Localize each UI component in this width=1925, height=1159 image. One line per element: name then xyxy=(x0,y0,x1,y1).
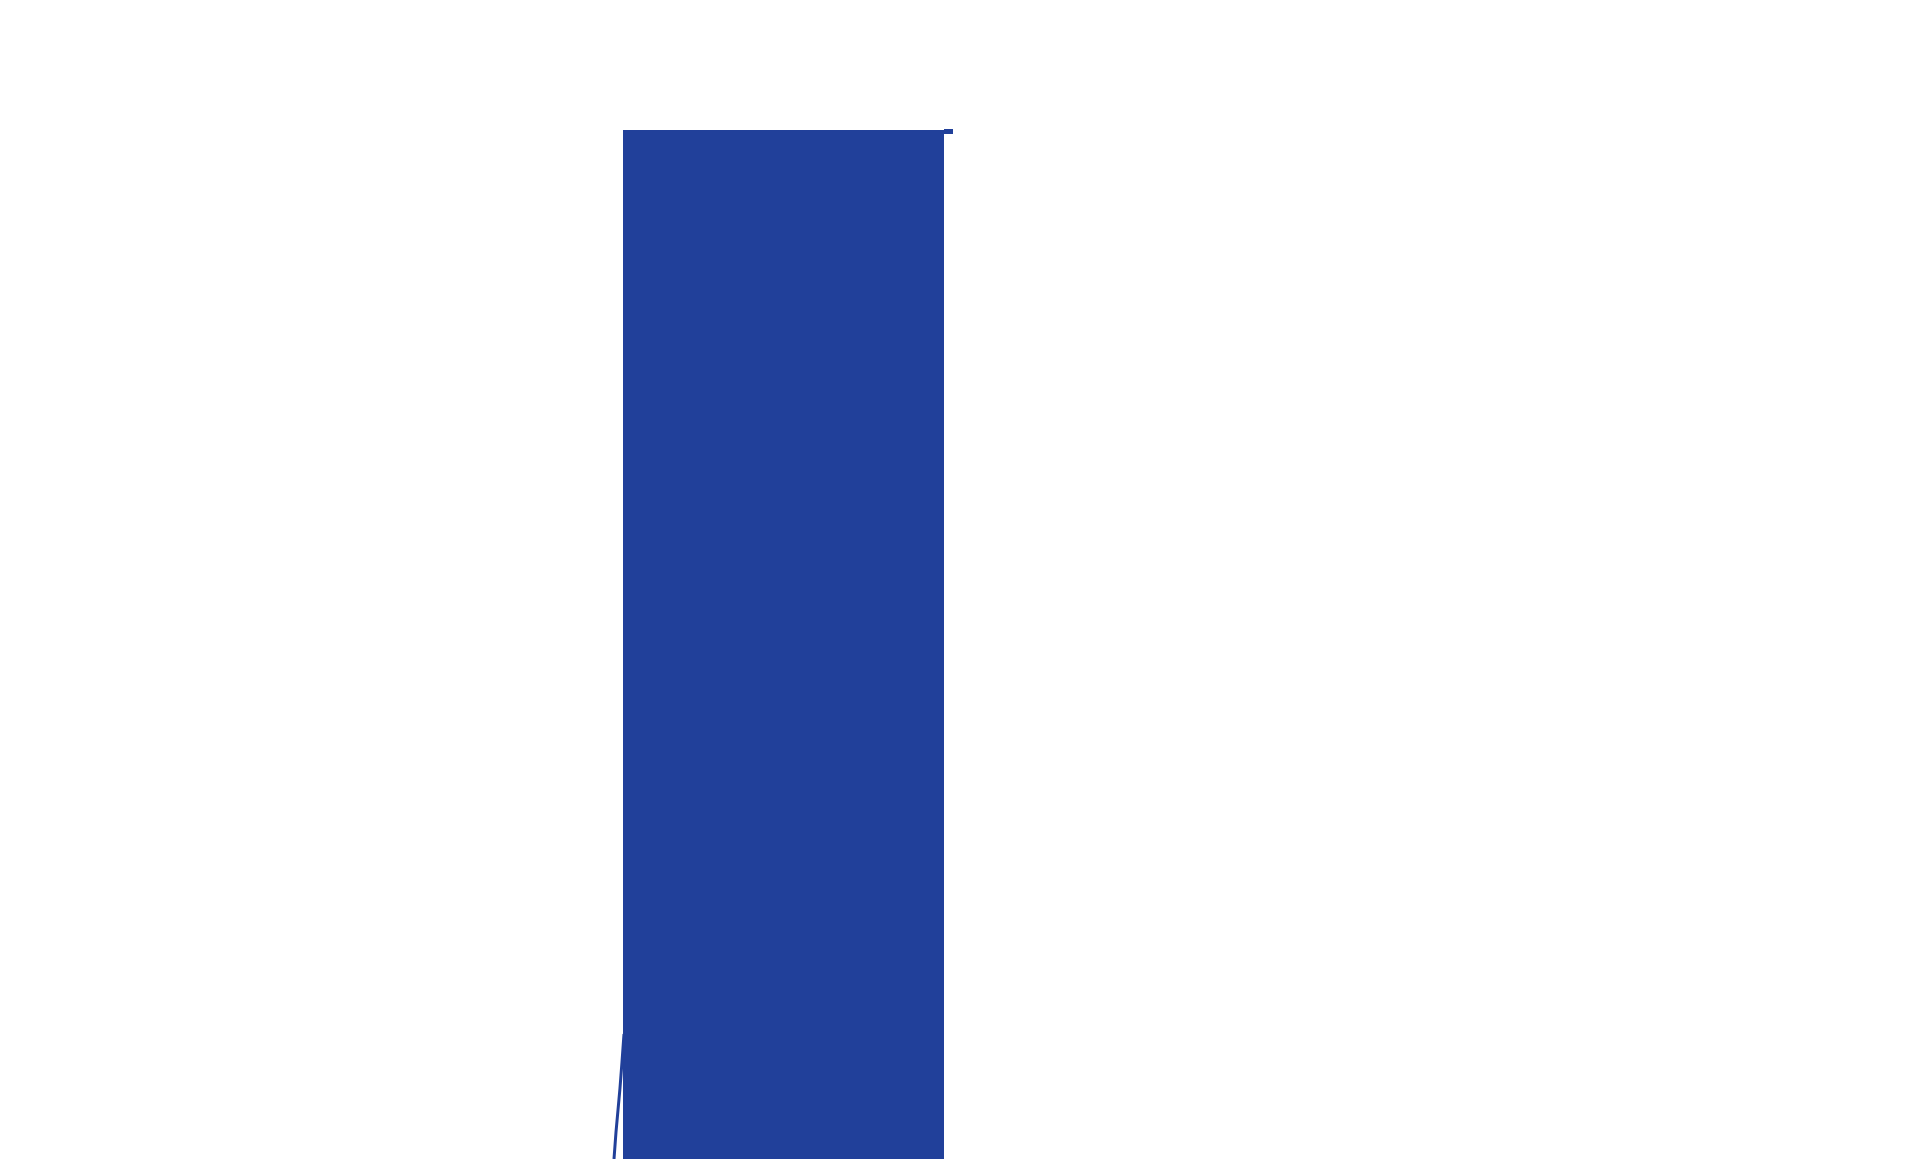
series-entry-stroke xyxy=(612,1033,626,1159)
dense-series-band xyxy=(623,130,944,1159)
series-exit-tip xyxy=(944,129,953,134)
